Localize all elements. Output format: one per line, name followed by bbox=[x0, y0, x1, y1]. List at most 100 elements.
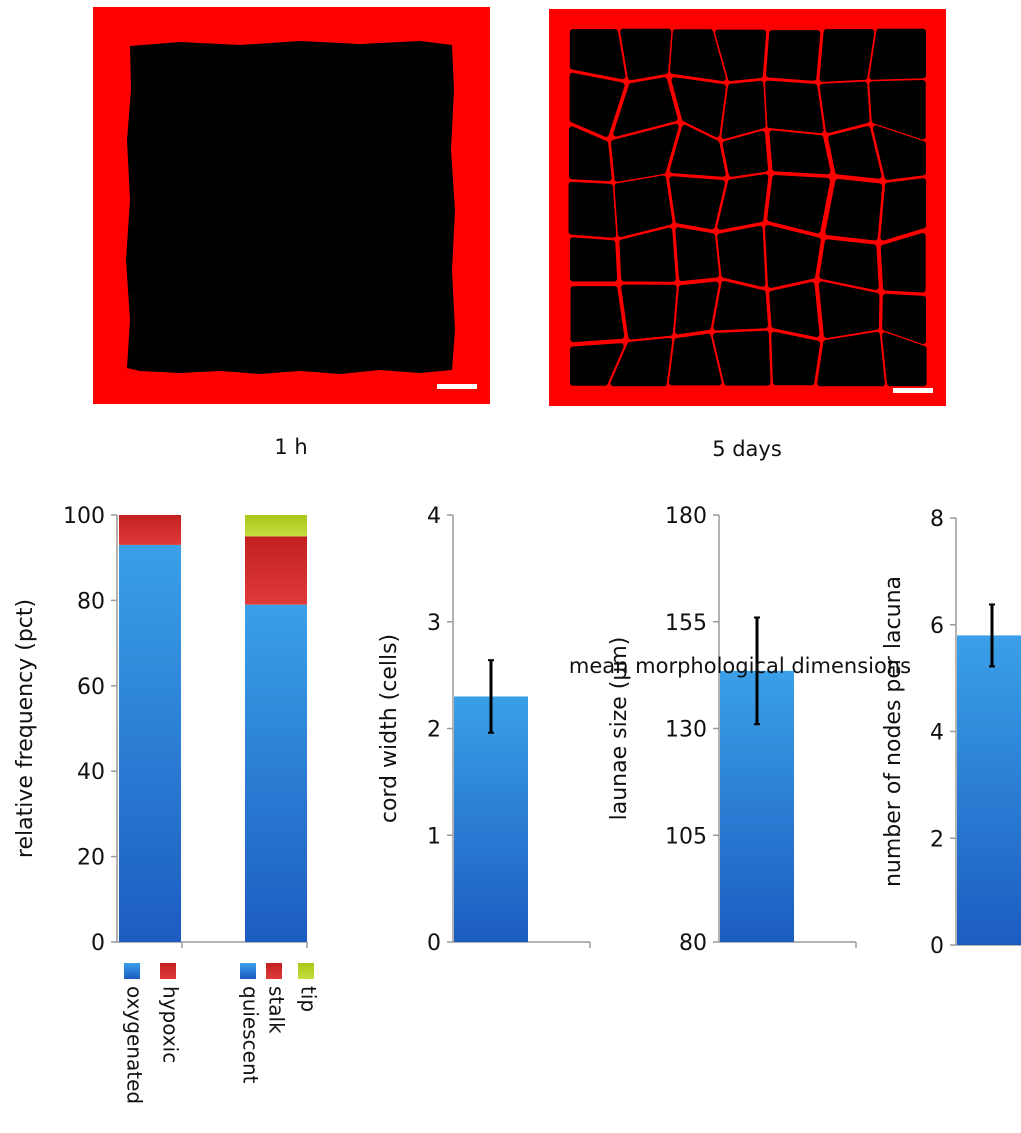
lacuna-cell bbox=[569, 237, 618, 282]
lacuna-cell bbox=[669, 176, 725, 230]
bar bbox=[957, 635, 1021, 945]
lacuna-cell bbox=[569, 29, 626, 80]
y-tick-label: 6 bbox=[930, 614, 944, 639]
panel-1h: 1 h bbox=[93, 7, 490, 459]
footer-label: mean morphological dimensions bbox=[569, 654, 911, 678]
lacuna-cell bbox=[715, 29, 767, 81]
lacuna-cell bbox=[818, 281, 880, 338]
lacuna-cell bbox=[825, 179, 883, 241]
y-tick-label: 2 bbox=[930, 827, 944, 852]
y-axis-label: cord width (cells) bbox=[377, 634, 402, 823]
lacuna-cell bbox=[568, 181, 617, 238]
panel-caption-1h: 1 h bbox=[274, 435, 307, 459]
y-tick-label: 20 bbox=[77, 846, 105, 871]
lacuna-cell bbox=[611, 123, 679, 182]
lacuna-cell bbox=[771, 331, 821, 386]
lacuna-cell bbox=[880, 178, 927, 241]
lacuna-cell bbox=[675, 281, 719, 335]
legend-swatch bbox=[266, 963, 282, 979]
lacuna-cell bbox=[767, 175, 830, 234]
lacuna-cell bbox=[721, 80, 766, 139]
lacuna-cell bbox=[869, 80, 926, 140]
legend-label: hypoxic bbox=[159, 986, 183, 1063]
stacked-bar-segment bbox=[119, 515, 181, 545]
stacked-bar-segment bbox=[245, 515, 307, 537]
y-tick-label: 0 bbox=[427, 931, 441, 956]
legend-label: quiescent bbox=[239, 986, 263, 1084]
lacuna-cell bbox=[569, 126, 612, 182]
stacked-bar-segment bbox=[119, 544, 181, 942]
lacuna-cell bbox=[610, 338, 673, 387]
lacuna-cell bbox=[717, 174, 769, 230]
y-axis-label: relative frequency (pct) bbox=[13, 599, 38, 858]
chart-lacunae-size: launae size (µm) 80 105 130 155 180 bbox=[607, 504, 857, 956]
y-tick-label: 1 bbox=[427, 824, 441, 849]
lacuna-cell bbox=[765, 80, 824, 134]
lacuna-cell bbox=[613, 77, 678, 137]
y-tick-label: 3 bbox=[427, 611, 441, 636]
lacuna-cell bbox=[614, 175, 673, 237]
chart-nodes-per-lacuna: number of nodes per lacuna 0 2 4 6 8 bbox=[881, 507, 1021, 959]
lacuna-cell bbox=[722, 130, 768, 177]
y-tick-label: 4 bbox=[427, 504, 441, 529]
lacuna-cell bbox=[766, 30, 821, 81]
y-axis-label: launae size (µm) bbox=[607, 637, 632, 821]
lacuna-cell bbox=[619, 227, 676, 282]
panel-5days: 5 days bbox=[549, 9, 946, 461]
panel-caption-5days: 5 days bbox=[712, 437, 782, 461]
lacuna-cell bbox=[828, 126, 882, 179]
lacuna-cell bbox=[620, 28, 672, 81]
y-tick-label: 40 bbox=[77, 760, 105, 785]
y-tick-label: 2 bbox=[427, 718, 441, 743]
lacuna-cell bbox=[570, 343, 624, 386]
lacuna-cell bbox=[668, 333, 722, 386]
y-axis-label: number of nodes per lacuna bbox=[881, 576, 906, 887]
legend-swatch bbox=[124, 963, 140, 979]
chart-cord-width: cord width (cells) 0 1 2 3 4 bbox=[377, 504, 591, 956]
lacuna-cell bbox=[873, 125, 926, 180]
y-tick-label: 180 bbox=[665, 504, 707, 529]
lacuna-cell bbox=[880, 233, 926, 293]
y-tick-label: 105 bbox=[665, 824, 707, 849]
lacuna-cell bbox=[669, 124, 726, 177]
panel-1h-lacuna bbox=[126, 41, 455, 374]
lacuna-cell bbox=[765, 225, 821, 288]
y-tick-label: 60 bbox=[77, 675, 105, 700]
lacuna-cell bbox=[670, 29, 726, 81]
y-tick-label: 0 bbox=[930, 934, 944, 959]
legend-swatch bbox=[160, 963, 176, 979]
legend-swatch bbox=[298, 963, 314, 979]
lacuna-cell bbox=[717, 225, 766, 287]
y-tick-label: 8 bbox=[930, 507, 944, 532]
y-tick-label: 4 bbox=[930, 721, 944, 746]
y-tick-label: 0 bbox=[91, 931, 105, 956]
y-tick-label: 130 bbox=[665, 718, 707, 743]
lacuna-cell bbox=[621, 284, 677, 340]
y-tick-label: 100 bbox=[63, 504, 105, 529]
legend-label: oxygenated bbox=[123, 986, 147, 1104]
lacuna-cell bbox=[869, 28, 926, 80]
lacuna-cell bbox=[769, 282, 820, 338]
lacuna-cell bbox=[882, 293, 926, 344]
bar bbox=[454, 696, 528, 942]
lacuna-cell bbox=[817, 331, 885, 387]
y-tick-label: 155 bbox=[665, 611, 707, 636]
y-tick-label: 80 bbox=[77, 589, 105, 614]
lacuna-cell bbox=[570, 286, 625, 343]
lacuna-cell bbox=[713, 281, 768, 331]
chart-relative-frequency: relative frequency (pct) 0 20 40 60 80 100 oxy… bbox=[13, 504, 321, 1104]
lacuna-cell bbox=[671, 77, 726, 138]
scale-bar-1h bbox=[437, 384, 477, 389]
stacked-bar-segment bbox=[245, 536, 307, 605]
y-tick-label: 80 bbox=[679, 931, 707, 956]
lacuna-cell bbox=[713, 330, 771, 386]
lacuna-cell bbox=[819, 29, 875, 82]
scale-bar-5days bbox=[893, 388, 933, 393]
lacuna-cell bbox=[675, 227, 720, 281]
lacuna-cell bbox=[882, 332, 927, 387]
panel-5days-lacunae bbox=[568, 28, 927, 387]
legend-swatch bbox=[240, 963, 256, 979]
legend-label: tip bbox=[297, 986, 321, 1012]
lacuna-cell bbox=[819, 239, 879, 290]
